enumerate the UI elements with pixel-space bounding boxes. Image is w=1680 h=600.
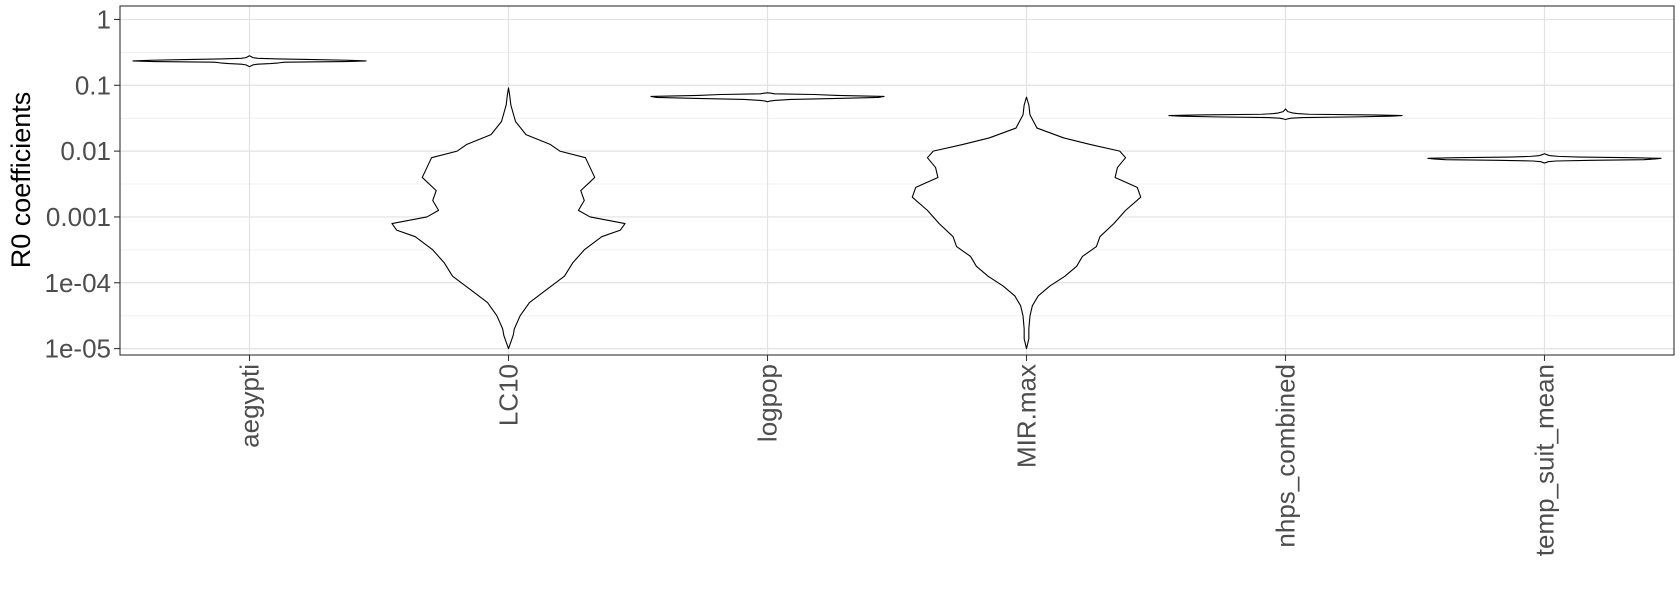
x-tick-label: aegypti	[235, 364, 265, 448]
violin-LC10	[391, 87, 626, 350]
x-tick-label: nhps_combined	[1271, 364, 1301, 548]
panel-border	[119, 5, 1675, 356]
y-tick-label: 0.001	[46, 202, 111, 232]
y-tick-label: 1	[97, 4, 111, 34]
x-axis-ticks: aegypti LC10 logpop MIR.max nhps_combined tem…	[235, 355, 1560, 556]
y-tick-label: 1e-05	[45, 334, 112, 364]
violins	[132, 55, 1662, 350]
gridlines	[120, 6, 1674, 355]
y-tick-label: 1e-04	[45, 268, 112, 298]
x-tick-label: logpop	[753, 364, 783, 442]
x-tick-label: temp_suit_mean	[1530, 364, 1560, 556]
x-tick-label: LC10	[494, 364, 524, 426]
y-tick-label: 0.01	[60, 136, 111, 166]
y-axis-title: R0 coefficients	[6, 92, 36, 269]
violin-aegypti	[132, 55, 367, 68]
violin-MIR.max	[911, 96, 1142, 350]
violin-nhps_combined	[1168, 108, 1403, 121]
y-axis-ticks: 1 0.1 0.01 0.001 1e-04 1e-05	[45, 4, 120, 364]
y-tick-label: 0.1	[75, 70, 111, 100]
violin-temp_suit_mean	[1427, 153, 1662, 164]
violin-logpop	[650, 92, 885, 103]
x-tick-label: MIR.max	[1012, 364, 1042, 468]
